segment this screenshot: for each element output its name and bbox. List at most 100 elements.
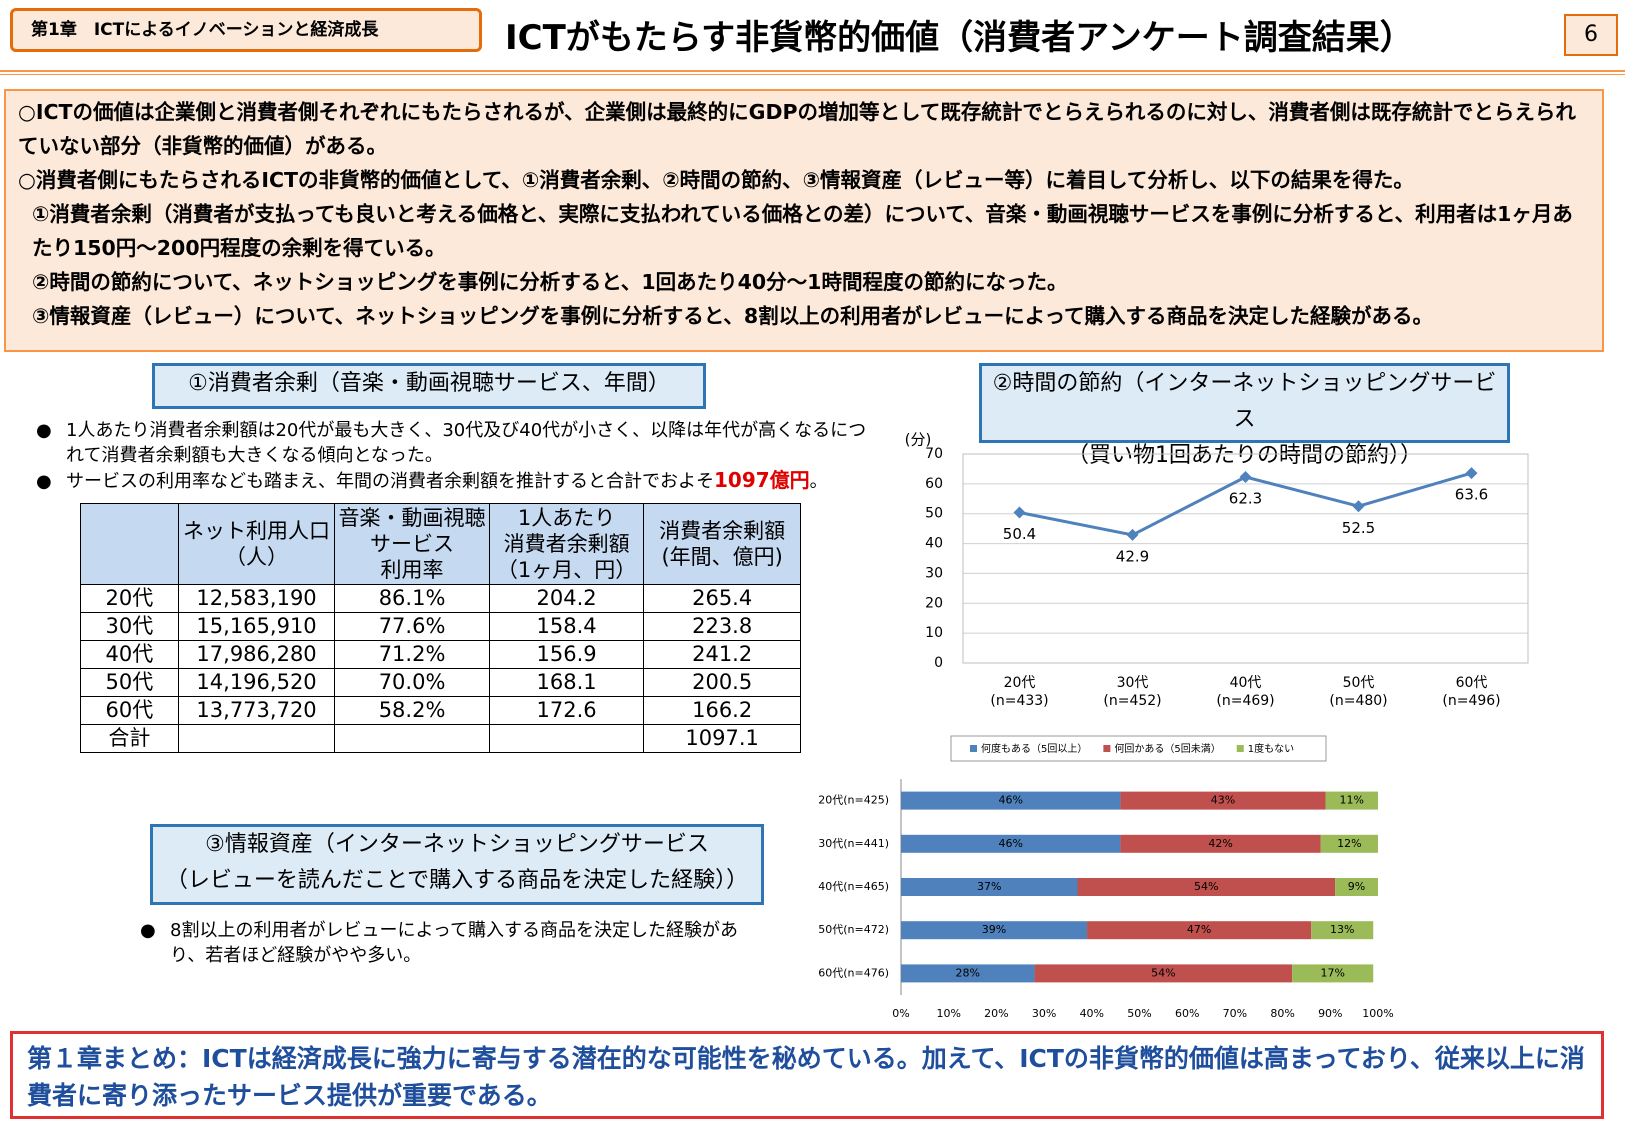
- x-tick-label: 30代: [1117, 675, 1149, 691]
- table-cell: 77.6%: [334, 612, 490, 641]
- table-row: 30代 15,165,910 77.6% 158.4 223.8: [80, 612, 801, 641]
- data-label: 46%: [998, 837, 1022, 850]
- table-cell: 40代: [80, 640, 179, 669]
- bullet-text: 8割以上の利用者がレビューによって購入する商品を決定した経験があり、若者ほど経験…: [170, 920, 739, 966]
- bullet: ● サービスの利用率なども踏まえ、年間の消費者余剰額を推計すると合計でおよそ109…: [36, 468, 828, 492]
- header-line: 利用率: [380, 558, 444, 582]
- data-label: 9%: [1348, 880, 1365, 893]
- bar-segment: [901, 964, 1035, 983]
- data-point: [1239, 470, 1252, 483]
- table-cell: 58.2%: [334, 696, 490, 725]
- table-cell: 50代: [80, 668, 179, 697]
- summary-line: ①消費者余剰（消費者が支払っても良いと考える価格と、実際に支払われている価格との…: [32, 202, 1573, 260]
- plot-frame: [962, 453, 1529, 664]
- table-row: 合計 1097.1: [80, 724, 801, 753]
- bar-segment: [901, 921, 1088, 940]
- header-cell: 1人あたり 消費者余剰額 （1ヶ月、円）: [488, 503, 645, 585]
- data-label: 43%: [1211, 794, 1235, 807]
- bullet: ● 8割以上の利用者がレビューによって購入する商品を決定した経験があり、若者ほど経…: [140, 920, 739, 966]
- bar-segment: [1087, 921, 1312, 940]
- table-row: 50代 14,196,520 70.0% 168.1 200.5: [80, 668, 801, 697]
- y-tick-label: 60代(n=476): [818, 966, 889, 979]
- data-point: [1465, 467, 1478, 480]
- table-head: ネット利用人口 （人） 音楽・動画視聴 サービス 利用率 1人あたり 消費者余剰額 （1ヶ月、…: [80, 503, 801, 585]
- x-tick-label: 100%: [1362, 1007, 1393, 1020]
- conclusion: 第１章まとめ：ICTは経済成長に強力に寄与する潜在的な可能性を秘めている。加えて…: [10, 1031, 1604, 1119]
- bar-segment: [1077, 878, 1336, 896]
- header-cell: 音楽・動画視聴 サービス 利用率: [334, 503, 490, 585]
- data-label: 42%: [1208, 837, 1232, 850]
- bullets: ● 1人あたり消費者余剰額は20代が最も大きく、30代及び40代が小さく、以降は年…: [36, 418, 871, 494]
- section-title: ③情報資産（インターネットショッピングサービス （レビューを読んだことで購入する…: [150, 824, 764, 905]
- y-axis-label: (分): [905, 431, 932, 449]
- legend-swatch: [1103, 745, 1111, 752]
- header-line: 消費者余剰額: [503, 532, 630, 556]
- data-label: 52.5: [1342, 519, 1375, 537]
- bullet-text: 。: [809, 471, 828, 492]
- surplus-table: ネット利用人口 （人） 音楽・動画視聴 サービス 利用率 1人あたり 消費者余剰額 （1ヶ月、…: [80, 503, 801, 753]
- header-rule: [0, 70, 1625, 75]
- x-tick-label: 10%: [936, 1007, 960, 1020]
- legend-label: 何度もある（5回以上）: [981, 742, 1087, 755]
- y-tick-label: 60: [925, 476, 943, 492]
- table-cell: 13,773,720: [177, 696, 336, 725]
- x-tick-label: 20代: [1004, 675, 1036, 691]
- bar-segment: [1292, 964, 1374, 983]
- chapter-label: 第1章 ICTによるイノベーションと経済成長: [10, 8, 482, 52]
- summary-line: ○ICTの価値は企業側と消費者側それぞれにもたらされるが、企業側は最終的にGDP…: [18, 100, 1576, 158]
- table-cell: 204.2: [488, 584, 645, 613]
- x-tick-sublabel: (n=469): [1216, 693, 1274, 709]
- legend-swatch: [970, 745, 977, 752]
- header-line: 1人あたり: [517, 506, 616, 530]
- data-label: 50.4: [1003, 525, 1036, 543]
- y-tick-label: 10: [925, 625, 943, 641]
- x-tick-label: 60代: [1456, 675, 1488, 691]
- header-line: 音楽・動画視聴: [338, 506, 486, 530]
- bullet-text: 1人あたり消費者余剰額は20代が最も大きく、30代及び40代が小さく、以降は年代…: [66, 420, 867, 466]
- table-cell: 241.2: [643, 640, 801, 669]
- table-cell: [334, 724, 490, 753]
- data-label: 63.6: [1455, 486, 1488, 504]
- header-row: ネット利用人口 （人） 音楽・動画視聴 サービス 利用率 1人あたり 消費者余剰額 （1ヶ月、…: [80, 503, 801, 585]
- x-tick-label: 50%: [1127, 1007, 1151, 1020]
- data-label: 37%: [977, 880, 1001, 893]
- legend-box: [950, 735, 1327, 762]
- data-label: 12%: [1337, 837, 1361, 850]
- y-tick-label: 0: [934, 655, 943, 671]
- header-line: (年間、億円): [661, 545, 783, 569]
- y-tick-label: 40代(n=465): [818, 880, 889, 893]
- bullet: ● 1人あたり消費者余剰額は20代が最も大きく、30代及び40代が小さく、以降は年…: [36, 420, 867, 466]
- bar-segment: [901, 878, 1078, 896]
- x-tick-label: 60%: [1175, 1007, 1199, 1020]
- header-line: 消費者余剰額: [659, 519, 786, 543]
- x-tick-label: 0%: [892, 1007, 909, 1020]
- y-tick-label: 40: [925, 536, 943, 552]
- x-tick-label: 70%: [1223, 1007, 1247, 1020]
- highlight: 1097億円: [714, 468, 810, 492]
- table-cell: [488, 724, 645, 753]
- data-label: 62.3: [1229, 489, 1262, 507]
- x-tick-sublabel: (n=496): [1442, 693, 1500, 709]
- data-label: 28%: [956, 966, 980, 979]
- x-tick-label: 80%: [1270, 1007, 1294, 1020]
- table-cell: 30代: [80, 612, 179, 641]
- x-tick-label: 40代: [1230, 675, 1262, 691]
- y-tick-label: 50代(n=472): [818, 923, 889, 936]
- bullet-text: サービスの利用率なども踏まえ、年間の消費者余剰額を推計すると合計でおよそ: [66, 471, 714, 492]
- summary-line: ②時間の節約について、ネットショッピングを事例に分析すると、1回あたり40分～1…: [32, 270, 1068, 294]
- bar-segment: [1034, 964, 1293, 983]
- bar-segment: [1325, 791, 1378, 810]
- table-cell: 223.8: [643, 612, 801, 641]
- header-line: （1ヶ月、円）: [496, 558, 637, 582]
- table-cell: 156.9: [488, 640, 645, 669]
- bar-segment: [1320, 834, 1378, 853]
- table-cell: [177, 724, 336, 753]
- summary-box: ○ICTの価値は企業側と消費者側それぞれにもたらされるが、企業側は最終的にGDP…: [4, 89, 1604, 352]
- table-cell: 17,986,280: [177, 640, 336, 669]
- bar-segment: [1120, 791, 1326, 810]
- summary-line: ○消費者側にもたらされるICTの非貨幣的価値として、①消費者余剰、②時間の節約、…: [18, 168, 1414, 192]
- x-tick-label: 40%: [1080, 1007, 1104, 1020]
- bar-segment: [1335, 878, 1378, 896]
- x-tick-sublabel: (n=480): [1329, 693, 1387, 709]
- summary-line: ③情報資産（レビュー）について、ネットショッピングを事例に分析すると、8割以上の…: [32, 304, 1434, 328]
